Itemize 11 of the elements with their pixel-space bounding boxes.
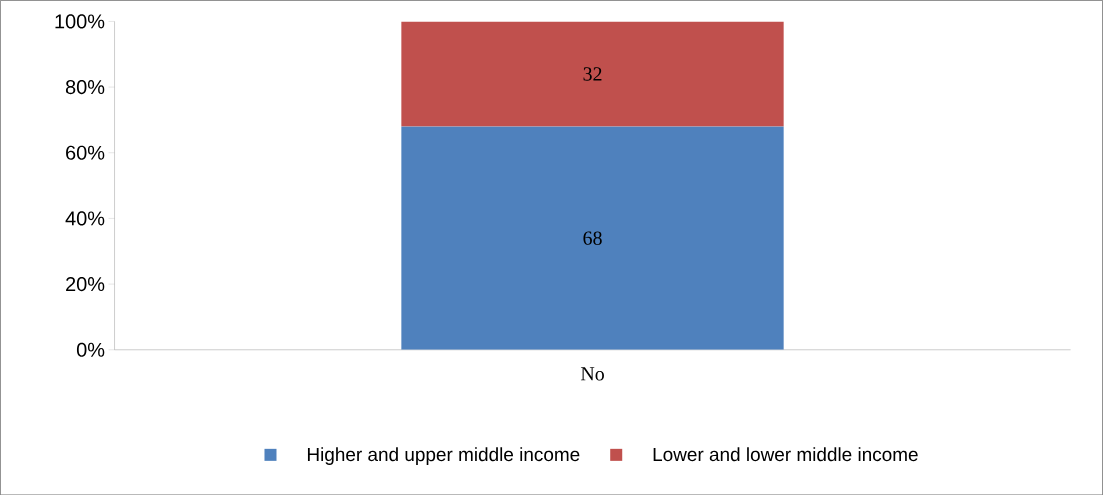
legend-label: Lower and lower middle income bbox=[653, 447, 918, 461]
y-tick-label: 20% bbox=[66, 276, 105, 291]
data-label: 68 bbox=[583, 231, 602, 245]
legend-label: Higher and upper middle income bbox=[307, 447, 580, 465]
y-tick-label: 60% bbox=[66, 145, 105, 160]
y-tick-label: 40% bbox=[65, 211, 105, 226]
y-tick-label: 100% bbox=[55, 14, 105, 29]
x-tick-label: No bbox=[580, 367, 604, 381]
y-tick-label: 0% bbox=[76, 342, 105, 357]
data-label: 32 bbox=[583, 67, 602, 81]
y-tick-label: 80% bbox=[65, 79, 105, 94]
